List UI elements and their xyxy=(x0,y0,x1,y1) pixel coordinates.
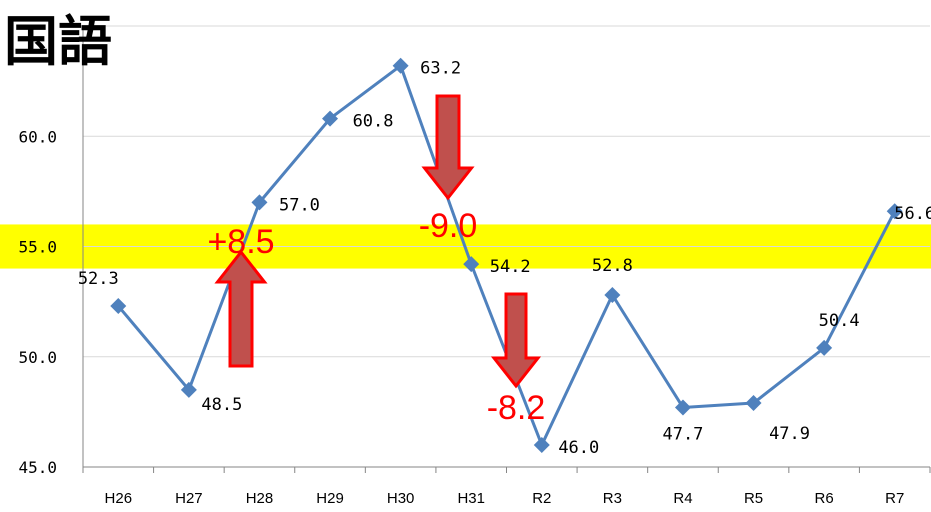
x-tick-label: R5 xyxy=(744,490,763,507)
data-label: 56.6 xyxy=(894,204,931,224)
data-point xyxy=(745,395,762,412)
x-tick-label: H26 xyxy=(105,490,133,507)
data-point xyxy=(533,436,550,453)
data-label: 48.5 xyxy=(201,395,242,415)
data-point xyxy=(886,203,903,220)
data-point xyxy=(816,339,833,356)
annotation-label: +8.5 xyxy=(207,223,274,261)
y-tick-label: 55.0 xyxy=(18,238,57,257)
axes: 45.0 50.0 55.0 60.0 H26 H27 H28 H29 H30 H31 R2 R3 R4… xyxy=(18,26,931,507)
annotation-labels: +8.5 -9.0 -8.2 xyxy=(207,207,545,427)
data-label: 57.0 xyxy=(279,195,320,215)
data-label: 47.7 xyxy=(662,424,703,444)
x-tick-label: H31 xyxy=(457,490,485,507)
x-tick-label: R4 xyxy=(673,490,692,507)
data-label: 52.3 xyxy=(78,269,119,289)
annotation-arrow xyxy=(214,249,268,368)
annotation-arrow xyxy=(490,292,542,389)
annotation-label: -8.2 xyxy=(487,389,546,427)
data-point xyxy=(604,287,621,304)
data-labels: 52.3 48.5 57.0 60.8 63.2 54.2 46.0 52.8 47.7 47.9… xyxy=(78,59,931,458)
x-tick-label: H30 xyxy=(387,490,415,507)
gridlines xyxy=(83,25,930,358)
data-point xyxy=(180,381,197,398)
x-tick-label: H28 xyxy=(246,490,274,507)
annotation-label: -9.0 xyxy=(419,207,478,245)
data-point xyxy=(322,110,339,127)
y-tick-label: 50.0 xyxy=(18,348,57,367)
x-tick-label: R2 xyxy=(532,490,551,507)
data-point xyxy=(110,298,127,315)
data-label: 60.8 xyxy=(353,112,394,132)
data-point xyxy=(674,399,691,416)
x-tick-label: H27 xyxy=(175,490,203,507)
annotation-arrow xyxy=(421,94,475,201)
chart-title: 国語 xyxy=(4,10,112,73)
data-point xyxy=(392,57,409,74)
data-label: 46.0 xyxy=(558,438,599,458)
data-label: 54.2 xyxy=(490,257,531,277)
data-label: 52.8 xyxy=(592,256,633,276)
data-label: 47.9 xyxy=(769,424,810,444)
x-tick-label: R7 xyxy=(885,490,904,507)
data-point xyxy=(251,194,268,211)
x-tick-label: R6 xyxy=(815,490,834,507)
x-tick-label: R3 xyxy=(603,490,622,507)
data-point xyxy=(463,256,480,273)
annotation-arrows xyxy=(214,94,542,389)
markers xyxy=(110,57,903,453)
x-tick-label: H29 xyxy=(316,490,344,507)
y-tick-label: 45.0 xyxy=(18,458,57,477)
y-tick-label: 60.0 xyxy=(18,127,57,146)
data-label: 63.2 xyxy=(420,59,461,79)
data-label: 50.4 xyxy=(819,311,860,331)
